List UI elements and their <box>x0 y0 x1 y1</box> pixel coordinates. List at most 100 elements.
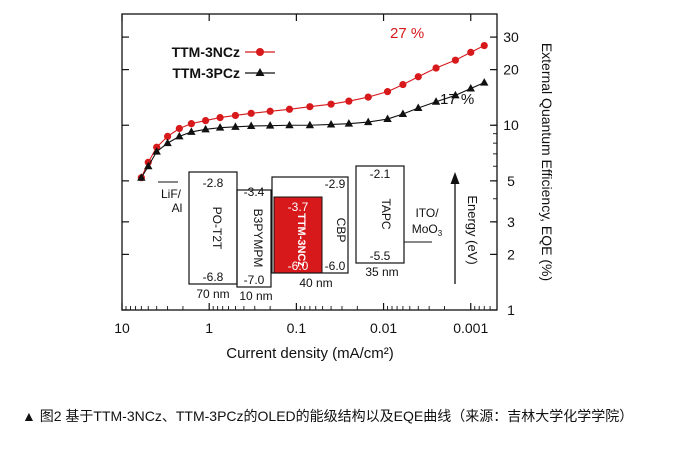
x-axis-title: Current density (mA/cm²) <box>226 345 394 362</box>
tapc-bottom: -5.5 <box>370 249 391 263</box>
data-point-ttm-3ncz <box>432 64 440 72</box>
data-point-ttm-3pcz <box>285 120 294 129</box>
y-tick-label: 30 <box>503 29 519 45</box>
y-tick-label: 3 <box>507 214 515 230</box>
data-point-ttm-3ncz <box>285 105 294 113</box>
tapc-name: TAPC <box>379 198 393 229</box>
data-point-ttm-3ncz <box>383 88 392 96</box>
tapc-top: -2.1 <box>370 167 391 181</box>
data-point-ttm-3ncz <box>399 80 407 89</box>
data-point-ttm-3pcz <box>152 147 161 155</box>
layer-ttm-3ncz <box>273 196 323 274</box>
data-point-ttm-3pcz <box>414 103 423 111</box>
x-axis-ticks: 10 1 0.1 0.01 0.001 <box>114 14 498 336</box>
ito-moo3-label-1: ITO/ <box>415 206 439 220</box>
data-point-ttm-3pcz <box>383 114 392 123</box>
energy-axis-arrowhead <box>450 172 460 184</box>
data-point-ttm-3ncz <box>216 113 224 122</box>
data-point-ttm-3ncz <box>414 73 422 81</box>
data-point-ttm-3ncz <box>364 93 372 101</box>
y-tick-label: 1 <box>507 302 515 318</box>
data-point-ttm-3pcz <box>326 119 336 128</box>
y-axis-title: External Quantum Efficiency, EQE (%) <box>539 43 555 281</box>
legend: TTM-3NCz TTM-3PCz <box>172 44 275 81</box>
data-point-ttm-3pcz <box>246 121 256 130</box>
y-tick-label: 10 <box>503 117 519 133</box>
legend-label-ttm-3pcz: TTM-3PCz <box>172 65 240 81</box>
data-point-ttm-3ncz <box>231 111 240 120</box>
po-t2t-name: PO-T2T <box>210 207 224 250</box>
cbp-top: -2.9 <box>325 177 346 191</box>
ito-moo3-label-2: MoO3 <box>412 222 443 238</box>
po-t2t-bottom: -6.8 <box>203 270 224 284</box>
layer-cbp <box>271 176 349 274</box>
legend-marker-ttm-3pcz <box>255 68 265 76</box>
data-point-ttm-3ncz <box>451 56 460 64</box>
po-t2t-thickness: 70 nm <box>196 287 229 301</box>
annotation-27-percent: 27 % <box>390 25 424 42</box>
data-point-ttm-3pcz <box>480 78 489 86</box>
lif-al-label-2: Al <box>172 201 183 215</box>
data-point-ttm-3pcz <box>187 127 196 135</box>
x-tick-label: 0.1 <box>287 320 307 336</box>
data-point-ttm-3ncz <box>480 41 488 50</box>
layer-tapc <box>355 165 405 264</box>
data-point-ttm-3pcz <box>175 131 184 140</box>
data-point-ttm-3pcz <box>344 119 354 127</box>
chart-container: 10 1 0.1 0.01 0.001 1 2 3 5 10 20 30 Current densi… <box>114 13 555 362</box>
data-point-ttm-3pcz <box>364 117 373 126</box>
data-point-ttm-3pcz <box>398 109 408 118</box>
energy-axis-label: Energy (eV) <box>465 195 480 264</box>
data-point-ttm-3ncz <box>187 120 195 128</box>
data-point-ttm-3ncz <box>467 48 475 56</box>
figure-caption: ▲ 图2 基于TTM-3NCz、TTM-3PCz的OLED的能级结构以及EQE曲… <box>22 408 634 424</box>
annotation-17-percent: 17 % <box>440 91 474 108</box>
data-point-ttm-3ncz <box>247 109 255 117</box>
data-point-ttm-3ncz <box>175 124 183 133</box>
po-t2t-top: -2.8 <box>203 176 224 190</box>
tapc-thickness: 35 nm <box>365 265 398 279</box>
ttm-3ncz-top: -3.7 <box>288 200 309 214</box>
data-point-ttm-3pcz <box>231 122 240 130</box>
data-point-ttm-3ncz <box>306 103 314 111</box>
data-point-ttm-3pcz <box>451 90 460 99</box>
data-point-ttm-3ncz <box>163 132 172 141</box>
x-tick-label: 10 <box>114 320 130 336</box>
x-tick-label: 0.01 <box>370 320 397 336</box>
ttm-3ncz-bottom: -6.0 <box>288 259 309 273</box>
cbp-name: CBP <box>334 218 348 243</box>
data-point-ttm-3pcz <box>466 84 475 92</box>
y-tick-label: 5 <box>507 173 515 189</box>
b3pympm-name: B3PYMPM <box>251 209 265 268</box>
data-point-ttm-3ncz <box>345 97 353 105</box>
data-point-ttm-3ncz <box>266 107 274 115</box>
data-point-ttm-3ncz <box>201 116 210 125</box>
data-point-ttm-3pcz <box>305 120 315 129</box>
data-point-ttm-3pcz <box>201 124 210 133</box>
data-point-ttm-3pcz <box>215 123 225 131</box>
x-tick-label: 0.001 <box>453 320 488 336</box>
data-point-ttm-3pcz <box>144 161 153 170</box>
cbp-thickness: 40 nm <box>299 276 332 290</box>
ttm-3ncz-name: TTM-3NCz <box>295 213 307 267</box>
eqe-chart: 10 1 0.1 0.01 0.001 1 2 3 5 10 20 30 Current densi… <box>114 13 555 362</box>
y-tick-label: 20 <box>503 62 519 78</box>
legend-label-ttm-3ncz: TTM-3NCz <box>172 44 240 60</box>
y-axis-ticks: 1 2 3 5 10 20 30 <box>122 13 519 318</box>
data-point-ttm-3pcz <box>431 97 441 105</box>
series-layer <box>137 41 489 182</box>
data-point-ttm-3pcz <box>137 173 146 181</box>
x-tick-label: 1 <box>205 320 213 336</box>
data-point-ttm-3pcz <box>163 138 172 147</box>
b3pympm-bottom: -7.0 <box>244 273 265 287</box>
lif-al-label-1: LiF/ <box>161 187 182 201</box>
b3pympm-thickness: 10 nm <box>239 289 272 303</box>
layer-b3pympm <box>236 189 272 288</box>
cbp-bottom: -6.0 <box>325 259 346 273</box>
legend-marker-ttm-3ncz <box>256 48 264 56</box>
y-tick-label: 2 <box>507 246 515 262</box>
data-point-ttm-3pcz <box>265 121 275 129</box>
energy-level-inset: LiF/ Al -2.8 -6.8 PO-T2T 70 nm -3.4 -7.0… <box>158 165 480 303</box>
b3pympm-top: -3.4 <box>244 185 265 199</box>
data-point-ttm-3ncz <box>327 100 335 108</box>
